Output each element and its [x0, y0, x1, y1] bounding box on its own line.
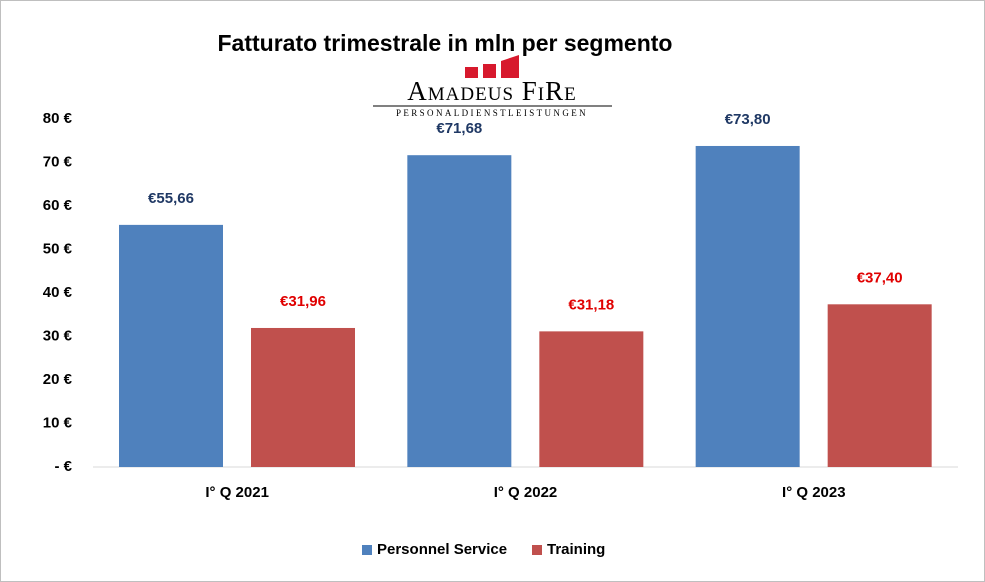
- x-tick-label: I° Q 2021: [205, 484, 269, 501]
- legend-swatch: [362, 545, 372, 555]
- y-tick-label: 30 €: [43, 327, 73, 344]
- bar: [695, 145, 800, 467]
- bar: [251, 327, 355, 467]
- legend-swatch: [532, 545, 542, 555]
- bar: [827, 304, 932, 467]
- value-label: €73,80: [725, 111, 771, 128]
- y-tick-label: 10 €: [43, 414, 73, 431]
- legend-label: Personnel Service: [377, 541, 507, 558]
- value-label: €37,40: [857, 269, 903, 286]
- logo-text: Amadeus FiRe: [407, 76, 576, 106]
- x-tick-label: I° Q 2023: [782, 484, 846, 501]
- y-tick-label: 40 €: [43, 284, 73, 301]
- value-label: €71,68: [436, 120, 482, 137]
- legend-label: Training: [547, 541, 605, 558]
- value-label: €55,66: [148, 190, 194, 207]
- chart-title: Fatturato trimestrale in mln per segment…: [218, 30, 673, 56]
- bar: [539, 331, 644, 467]
- bar: [407, 155, 512, 467]
- x-tick-label: I° Q 2022: [494, 484, 558, 501]
- logo-subtext: Personaldienstleistungen: [396, 108, 588, 118]
- value-label: €31,96: [280, 293, 326, 310]
- logo-icon: [465, 55, 519, 78]
- y-tick-label: 60 €: [43, 197, 73, 214]
- value-label: €31,18: [568, 296, 614, 313]
- y-tick-label: 20 €: [43, 371, 73, 388]
- bar: [119, 224, 223, 467]
- y-tick-label: 80 €: [43, 110, 73, 127]
- y-tick-label: - €: [54, 458, 72, 475]
- y-tick-label: 70 €: [43, 153, 73, 170]
- y-tick-label: 50 €: [43, 240, 73, 257]
